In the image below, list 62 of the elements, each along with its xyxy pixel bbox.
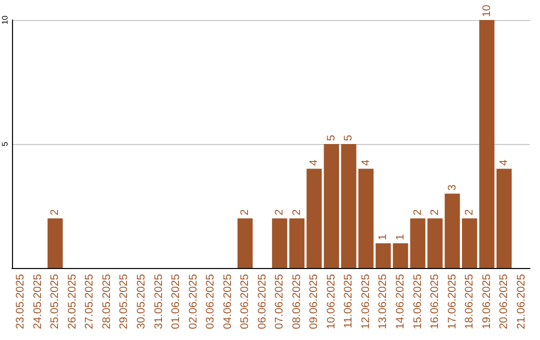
bar: [289, 218, 304, 268]
x-tick-label: 30.05.2025: [136, 274, 148, 330]
x-tick-label: 10.06.2025: [325, 274, 338, 330]
x-tick-label: 17.06.2025: [446, 274, 458, 330]
bar: [479, 20, 494, 268]
data-label: 2: [274, 209, 286, 216]
bar: [444, 194, 460, 268]
x-tick-label: 31.05.2025: [152, 274, 165, 330]
data-label: 2: [429, 209, 442, 216]
data-label: 2: [49, 209, 62, 216]
data-label: 5: [325, 134, 338, 141]
x-tick-label: 23.05.2025: [14, 274, 27, 330]
bar: [358, 168, 374, 268]
x-tick-label: 02.06.2025: [187, 274, 200, 330]
x-tick-label: 01.06.2025: [170, 274, 182, 330]
x-tick-label: 19.06.2025: [480, 274, 493, 330]
x-tick-label: 15.06.2025: [412, 274, 424, 330]
x-tick-label: 20.06.2025: [498, 274, 510, 330]
x-tick-label: 04.06.2025: [222, 274, 234, 330]
x-tick-label: 29.05.2025: [118, 274, 130, 330]
data-label: 2: [464, 209, 476, 216]
x-tick-label: 07.06.2025: [274, 274, 286, 330]
x-tick-label: 26.05.2025: [66, 274, 78, 330]
x-tick-label: 16.06.2025: [429, 274, 442, 330]
bar: [427, 218, 443, 268]
bar: [496, 168, 512, 268]
data-label: 4: [498, 160, 510, 166]
data-label: 4: [308, 160, 320, 166]
x-tick-label: 25.05.2025: [49, 274, 62, 330]
data-label: 1: [394, 234, 406, 240]
bar: [392, 243, 408, 268]
data-label: 2: [412, 209, 424, 216]
data-label: 5: [342, 134, 355, 141]
bar: [272, 218, 288, 268]
bar: [341, 144, 356, 268]
x-tick-label: 05.06.2025: [239, 274, 252, 330]
x-tick-label: 03.06.2025: [204, 274, 217, 330]
x-tick-label: 14.06.2025: [394, 274, 406, 330]
bar: [238, 218, 253, 268]
data-label: 4: [360, 160, 372, 166]
bar: [376, 243, 391, 268]
x-tick-label: 09.06.2025: [308, 274, 320, 330]
data-label: 2: [239, 209, 252, 216]
x-tick-label: 13.06.2025: [377, 274, 390, 330]
x-tick-label: 28.05.2025: [100, 274, 113, 330]
bar: [48, 218, 63, 268]
x-tick-label: 27.05.2025: [84, 274, 96, 330]
x-tick-label: 11.06.2025: [342, 274, 355, 328]
x-tick-label: 24.05.2025: [32, 274, 44, 330]
data-label: 1: [377, 234, 390, 240]
data-label: 3: [446, 184, 458, 191]
x-tick-label: 12.06.2025: [360, 274, 372, 330]
bar: [306, 168, 322, 268]
x-tick-label: 21.06.2025: [515, 274, 528, 330]
bar: [324, 144, 340, 268]
x-tick-label: 08.06.2025: [290, 274, 303, 330]
bar: [410, 218, 426, 268]
x-tick-label: 18.06.2025: [464, 274, 476, 330]
data-label: 2: [290, 209, 303, 216]
bar: [462, 218, 478, 268]
data-label: 10: [480, 4, 493, 17]
x-tick-label: 06.06.2025: [256, 274, 268, 330]
